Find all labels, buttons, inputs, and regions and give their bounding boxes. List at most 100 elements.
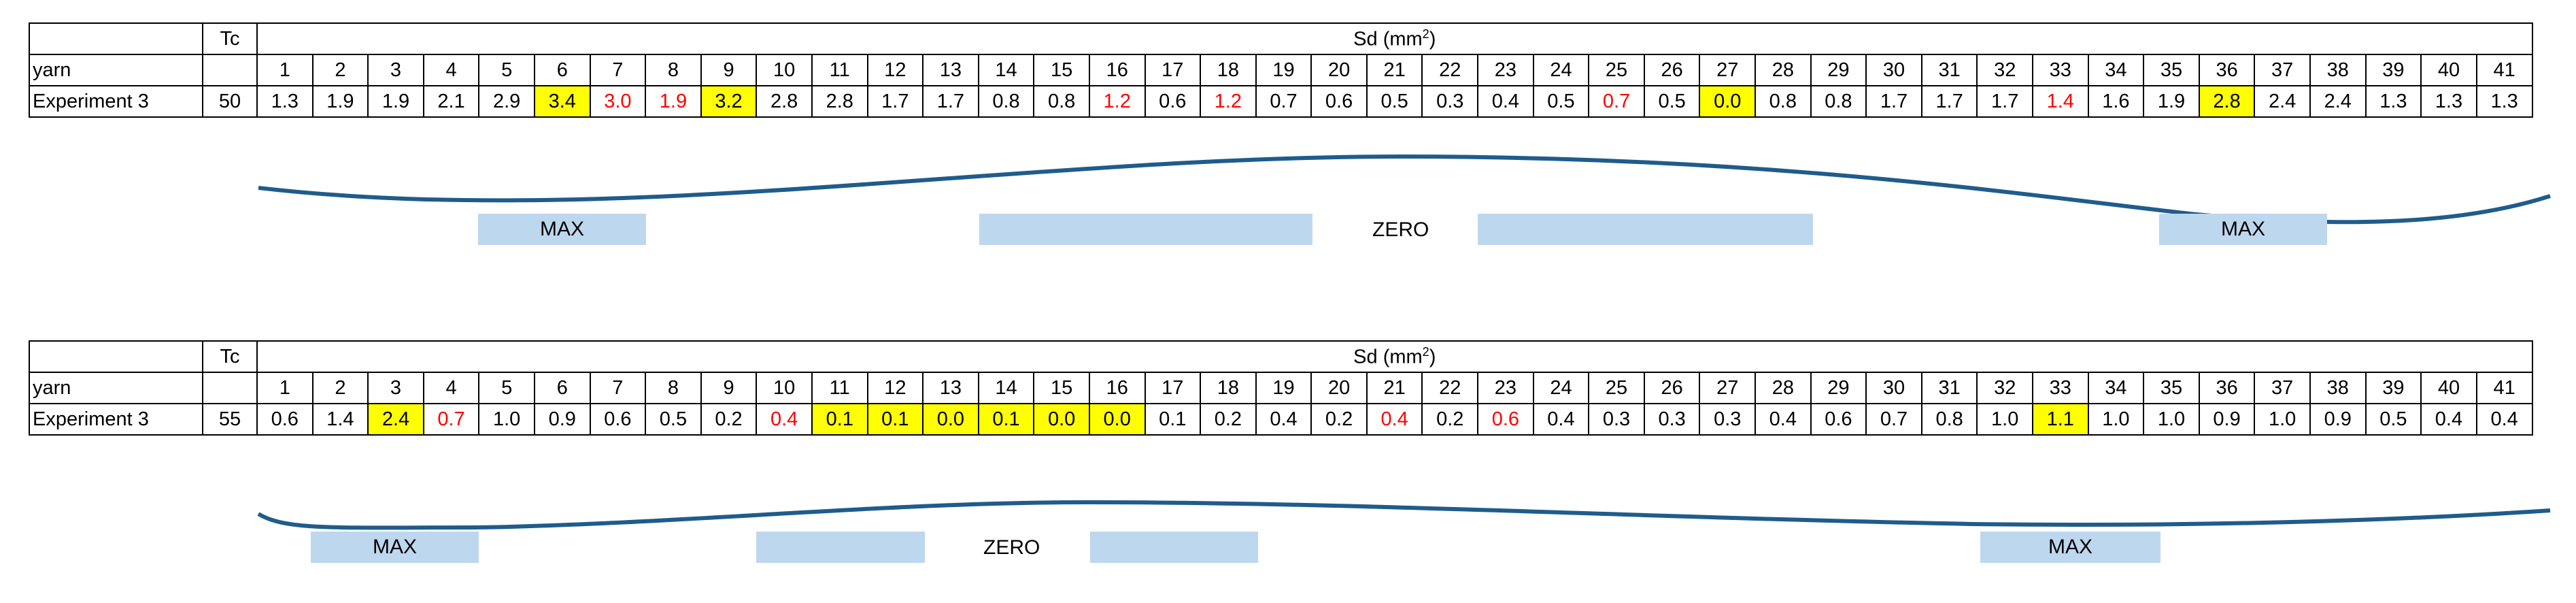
sd-value-cell: 0.1 [977, 403, 1035, 436]
tc-header: Tc [202, 22, 258, 55]
max-band-left: MAX [478, 214, 646, 245]
sd-value-cell: 0.0 [1033, 403, 1090, 436]
yarn-number-cell: 18 [1200, 372, 1257, 404]
yarn-number-cell: 30 [1865, 372, 1922, 404]
sd-value-cell: 0.1 [811, 403, 868, 436]
zero-band-left [979, 214, 1312, 245]
sd-value-cell: 0.4 [1477, 85, 1534, 118]
yarn-number-cell: 37 [2254, 372, 2311, 404]
yarn-number-cell: 12 [866, 54, 924, 86]
sd-value-cell: 0.5 [2365, 403, 2422, 436]
sd-value-cell: 0.4 [756, 403, 813, 436]
sd-value-cell: 0.1 [866, 403, 924, 436]
yarn-number-cell: 41 [2475, 372, 2533, 404]
sd-header-text: Sd (mm [1353, 28, 1423, 50]
sd-value-cell: 1.7 [1976, 85, 2033, 118]
sd-value-cell: 1.3 [2475, 85, 2533, 118]
wave-curve-1 [258, 154, 2551, 225]
yarn-number-cell: 28 [1755, 372, 1812, 404]
yarn-number-cell: 6 [533, 54, 591, 86]
sd-value-cell: 1.9 [367, 85, 424, 118]
yarn-number-cell: 15 [1033, 54, 1090, 86]
sd-value-cell: 0.3 [1699, 403, 1757, 436]
yarn-number-cell: 8 [645, 372, 702, 404]
yarn-number-cell: 28 [1755, 54, 1812, 86]
header-row: Tc Sd (mm2) [29, 22, 2533, 55]
wave-curve-2 [257, 500, 2551, 530]
yarn-number-cell: 39 [2365, 54, 2422, 86]
yarn-number-cell: 26 [1643, 372, 1701, 404]
wave-path [257, 500, 2551, 530]
yarn-number-cell: 3 [367, 54, 424, 86]
tc-blank [202, 372, 258, 404]
yarn-number-cell: 41 [2475, 54, 2533, 86]
yarn-number-cell: 22 [1421, 372, 1479, 404]
max-label-right: MAX [2048, 536, 2092, 558]
sd-value-cell: 1.1 [2032, 403, 2089, 436]
sd-header-sup: 2 [1422, 344, 1429, 359]
sd-value-cell: 0.4 [1255, 403, 1312, 436]
yarn-number-cell: 38 [2309, 372, 2367, 404]
sd-header-sup: 2 [1422, 27, 1429, 41]
blank-cell [29, 340, 203, 373]
sd-value-cell: 0.8 [1810, 85, 1867, 118]
sd-value-cell: 0.5 [1643, 85, 1701, 118]
max-label-left: MAX [372, 536, 417, 558]
yarn-number-cell: 33 [2032, 54, 2089, 86]
sd-value-cell: 0.4 [1755, 403, 1812, 436]
sd-value-cell: 0.7 [1255, 85, 1312, 118]
sd-value-cell: 2.4 [367, 403, 424, 436]
sd-header-text: Sd (mm [1353, 346, 1423, 368]
experiment-label: Experiment 3 [29, 403, 203, 436]
sd-header: Sd (mm2) [256, 22, 2533, 55]
sd-value-cell: 2.8 [811, 85, 868, 118]
experiment-label: Experiment 3 [29, 85, 203, 118]
yarn-number-cell: 6 [533, 372, 591, 404]
zero-label: ZERO [1372, 218, 1429, 241]
sd-value-cell: 0.6 [1810, 403, 1867, 436]
sd-value-cell: 3.4 [533, 85, 591, 118]
yarn-number-cell: 32 [1976, 372, 2033, 404]
yarn-number-cell: 29 [1810, 54, 1867, 86]
yarn-number-cell: 1 [256, 54, 313, 86]
yarn-number-cell: 30 [1865, 54, 1922, 86]
sd-value-cell: 1.0 [2143, 403, 2200, 436]
yarn-number-cell: 10 [756, 372, 813, 404]
yarn-number-cell: 39 [2365, 372, 2422, 404]
tc-value: 55 [202, 403, 258, 436]
tc-value: 50 [202, 85, 258, 118]
yarn-number-cell: 27 [1699, 54, 1757, 86]
yarn-row: yarn 1 2 3 4 5 6 7 8 9 10 11 12 13 14 15 16 17 18 19 20 21 22… [29, 372, 2533, 404]
blank-cell [29, 22, 203, 55]
yarn-number-cell: 35 [2143, 372, 2200, 404]
sd-value-cell: 0.6 [1477, 403, 1534, 436]
sd-value-cell: 1.4 [2032, 85, 2089, 118]
yarn-number-cell: 1 [256, 372, 313, 404]
sd-value-cell: 0.9 [533, 403, 591, 436]
yarn-number-cell: 40 [2420, 54, 2477, 86]
experiment-row: Experiment 3 50 1.3 1.9 1.9 2.1 2.9 3.4 3.0 1.9… [29, 85, 2533, 118]
sd-value-cell: 1.0 [2254, 403, 2311, 436]
sd-value-cell: 1.3 [2365, 85, 2422, 118]
yarn-number-cell: 29 [1810, 372, 1867, 404]
zero-band-left [756, 532, 925, 563]
yarn-number-cell: 14 [977, 54, 1035, 86]
sd-value-cell: 0.5 [1532, 85, 1590, 118]
yarn-number-cell: 2 [311, 54, 369, 86]
yarn-number-cell: 20 [1310, 372, 1368, 404]
sd-value-cell: 0.3 [1643, 403, 1701, 436]
yarn-number-cell: 13 [922, 54, 979, 86]
yarn-number-cell: 34 [2087, 372, 2145, 404]
sd-value-cell: 1.0 [478, 403, 535, 436]
yarn-number-cell: 23 [1477, 54, 1534, 86]
yarn-number-cell: 5 [478, 372, 535, 404]
sd-value-cell: 0.2 [700, 403, 758, 436]
sd-value-cell: 1.2 [1200, 85, 1257, 118]
sd-value-cell: 1.2 [1088, 85, 1146, 118]
yarn-number-cell: 26 [1643, 54, 1701, 86]
sd-value-cell: 0.0 [1699, 85, 1757, 118]
sd-value-cell: 0.0 [922, 403, 979, 436]
sd-value-cell: 0.7 [1588, 85, 1645, 118]
yarn-number-cell: 40 [2420, 372, 2477, 404]
yarn-number-cell: 5 [478, 54, 535, 86]
